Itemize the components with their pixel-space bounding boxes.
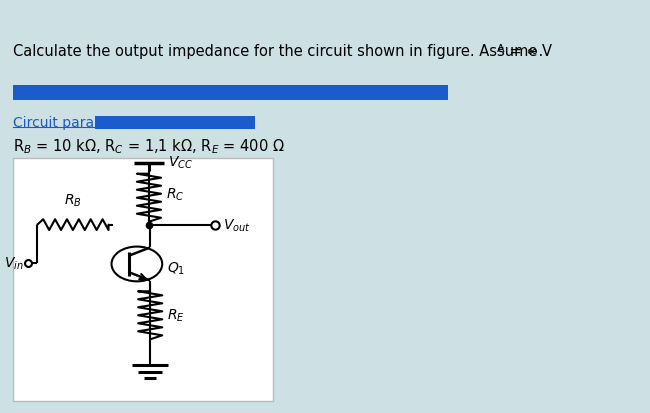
Text: = ∞.: = ∞.: [505, 44, 543, 59]
Text: Calculate the output impedance for the circuit shown in figure. Assume V: Calculate the output impedance for the c…: [13, 44, 552, 59]
Text: Circuit parameters /: Circuit parameters /: [13, 116, 152, 130]
FancyBboxPatch shape: [95, 116, 255, 130]
Text: $Q_1$: $Q_1$: [167, 260, 185, 277]
Text: $V_{in}$: $V_{in}$: [4, 255, 23, 271]
FancyBboxPatch shape: [13, 85, 448, 101]
FancyBboxPatch shape: [13, 159, 273, 401]
Text: $R_C$: $R_C$: [166, 186, 184, 202]
Text: A: A: [497, 44, 505, 54]
Text: R$_B$ = 10 k$\Omega$, R$_C$ = 1,1 k$\Omega$, R$_E$ = 400 $\Omega$: R$_B$ = 10 k$\Omega$, R$_C$ = 1,1 k$\Ome…: [13, 137, 285, 156]
Text: $R_E$: $R_E$: [167, 307, 185, 324]
Text: $R_B$: $R_B$: [64, 192, 82, 209]
Text: $V_{CC}$: $V_{CC}$: [168, 154, 193, 171]
Text: $V_{out}$: $V_{out}$: [222, 217, 250, 233]
